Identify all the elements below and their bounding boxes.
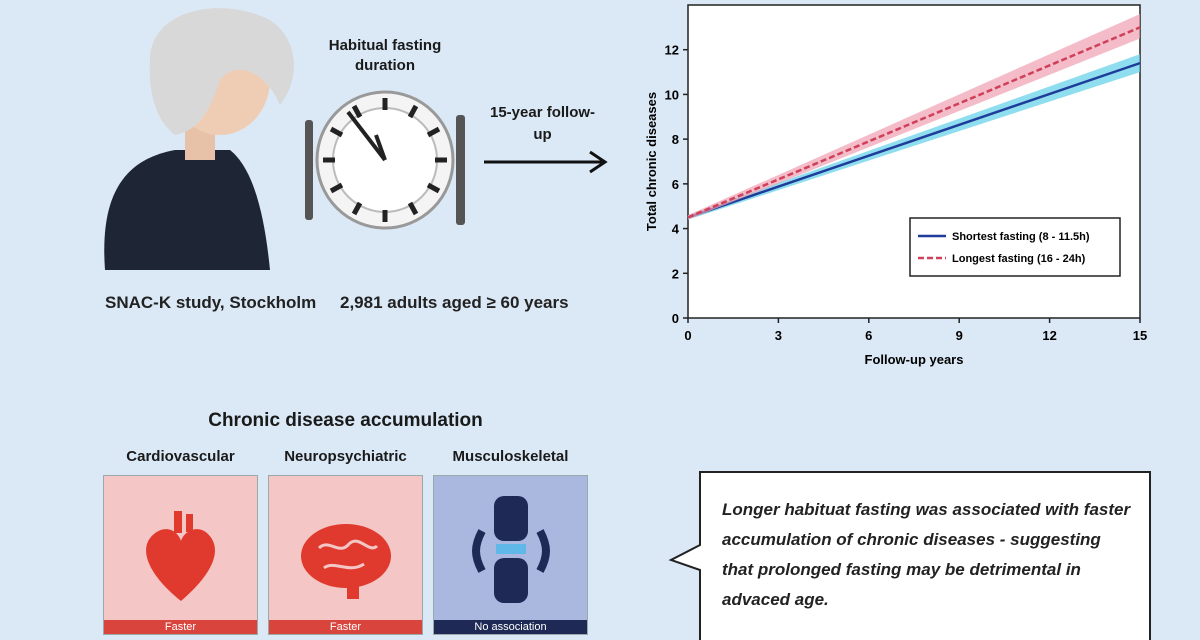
disease-name: Cardiovascular xyxy=(126,448,235,465)
disease-result: Faster xyxy=(269,620,422,634)
x-tick-label: 6 xyxy=(865,328,872,343)
fork xyxy=(305,120,313,220)
person-hair xyxy=(149,8,294,136)
disease-card: Faster xyxy=(103,475,258,635)
line xyxy=(687,26,1141,219)
x-tick-label: 0 xyxy=(684,328,691,343)
x-tick-label: 15 xyxy=(1133,328,1147,343)
fasting-label: Habitual fasting duration xyxy=(328,37,442,74)
legend-label: Longest fasting (16 - 24h) xyxy=(952,253,1086,265)
disease-card: No association xyxy=(433,475,588,635)
legend-label: Shortest fasting (8 - 11.5h) xyxy=(952,231,1090,243)
clock-hand xyxy=(346,110,387,162)
study-name: SNAC-K study, Stockholm xyxy=(105,293,317,312)
callout-box xyxy=(668,471,1151,640)
y-tick-label: 10 xyxy=(665,87,679,102)
x-axis-label: Follow-up years xyxy=(865,352,964,367)
knife xyxy=(456,115,465,225)
y-tick-label: 8 xyxy=(672,132,679,147)
y-tick-label: 0 xyxy=(672,311,679,326)
participants: 2,981 adults aged ≥ 60 years xyxy=(340,293,569,312)
y-tick-label: 2 xyxy=(672,266,679,281)
x-tick-label: 12 xyxy=(1042,328,1056,343)
callout xyxy=(668,471,1151,640)
disease-card: Faster xyxy=(268,475,423,635)
legend-box xyxy=(909,217,1121,277)
arrow-head xyxy=(589,150,608,174)
illustration xyxy=(104,8,608,270)
disease-icon xyxy=(146,511,216,601)
followup-label: 15-year follow-up xyxy=(489,104,596,143)
line xyxy=(687,61,1141,219)
y-tick-label: 12 xyxy=(665,43,679,58)
y-axis-label: Total chronic diseases xyxy=(644,92,659,231)
disease-title: Chronic disease accumulation xyxy=(208,410,483,431)
clock-ticks xyxy=(323,98,447,222)
disease-icon xyxy=(472,496,550,603)
conclusion: Longer habituat fasting was associated w… xyxy=(722,500,1131,609)
chart: 0 2 4 6 8 10 12 0 3 6 9 12 15 Follow-up years Total ch… xyxy=(644,4,1147,367)
y-tick-label: 6 xyxy=(672,177,679,192)
clock-hand xyxy=(374,134,387,161)
disease-name: Musculoskeletal xyxy=(452,448,569,465)
y-tick-label: 4 xyxy=(672,222,680,237)
confidence-band xyxy=(688,13,1140,220)
disease-result: No association xyxy=(434,620,587,634)
disease-result: Faster xyxy=(104,620,257,634)
x-tick-label: 3 xyxy=(775,328,782,343)
disease-icon xyxy=(301,524,391,599)
disease-name: Neuropsychiatric xyxy=(284,448,407,465)
person-body xyxy=(104,150,271,270)
x-tick-label: 9 xyxy=(956,328,963,343)
